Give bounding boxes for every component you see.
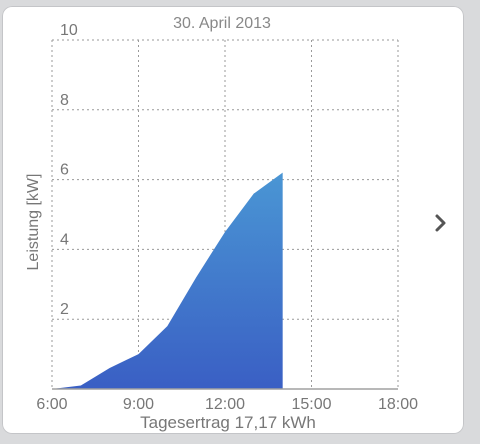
chart-title: 30. April 2013 bbox=[173, 15, 271, 32]
x-tick-label: 6:00 bbox=[36, 396, 67, 413]
x-tick-label: 18:00 bbox=[378, 396, 418, 413]
y-axis-title: Leistung [kW] bbox=[25, 174, 42, 271]
x-tick-label: 15:00 bbox=[291, 396, 331, 413]
daily-yield-label: Tagesertrag 17,17 kWh bbox=[140, 413, 316, 432]
x-tick-label: 12:00 bbox=[205, 396, 245, 413]
y-tick-label: 6 bbox=[60, 162, 69, 179]
tick-labels: 6:00 9:00 12:00 15:00 18:00 2 4 6 8 10 bbox=[36, 22, 418, 413]
x-tick-label: 9:00 bbox=[123, 396, 154, 413]
y-tick-label: 2 bbox=[60, 301, 69, 318]
y-tick-label: 8 bbox=[60, 92, 69, 109]
y-tick-label: 4 bbox=[60, 231, 69, 248]
chevron-right-icon[interactable] bbox=[428, 208, 454, 238]
y-tick-label: 10 bbox=[60, 22, 78, 39]
power-area bbox=[52, 172, 283, 389]
